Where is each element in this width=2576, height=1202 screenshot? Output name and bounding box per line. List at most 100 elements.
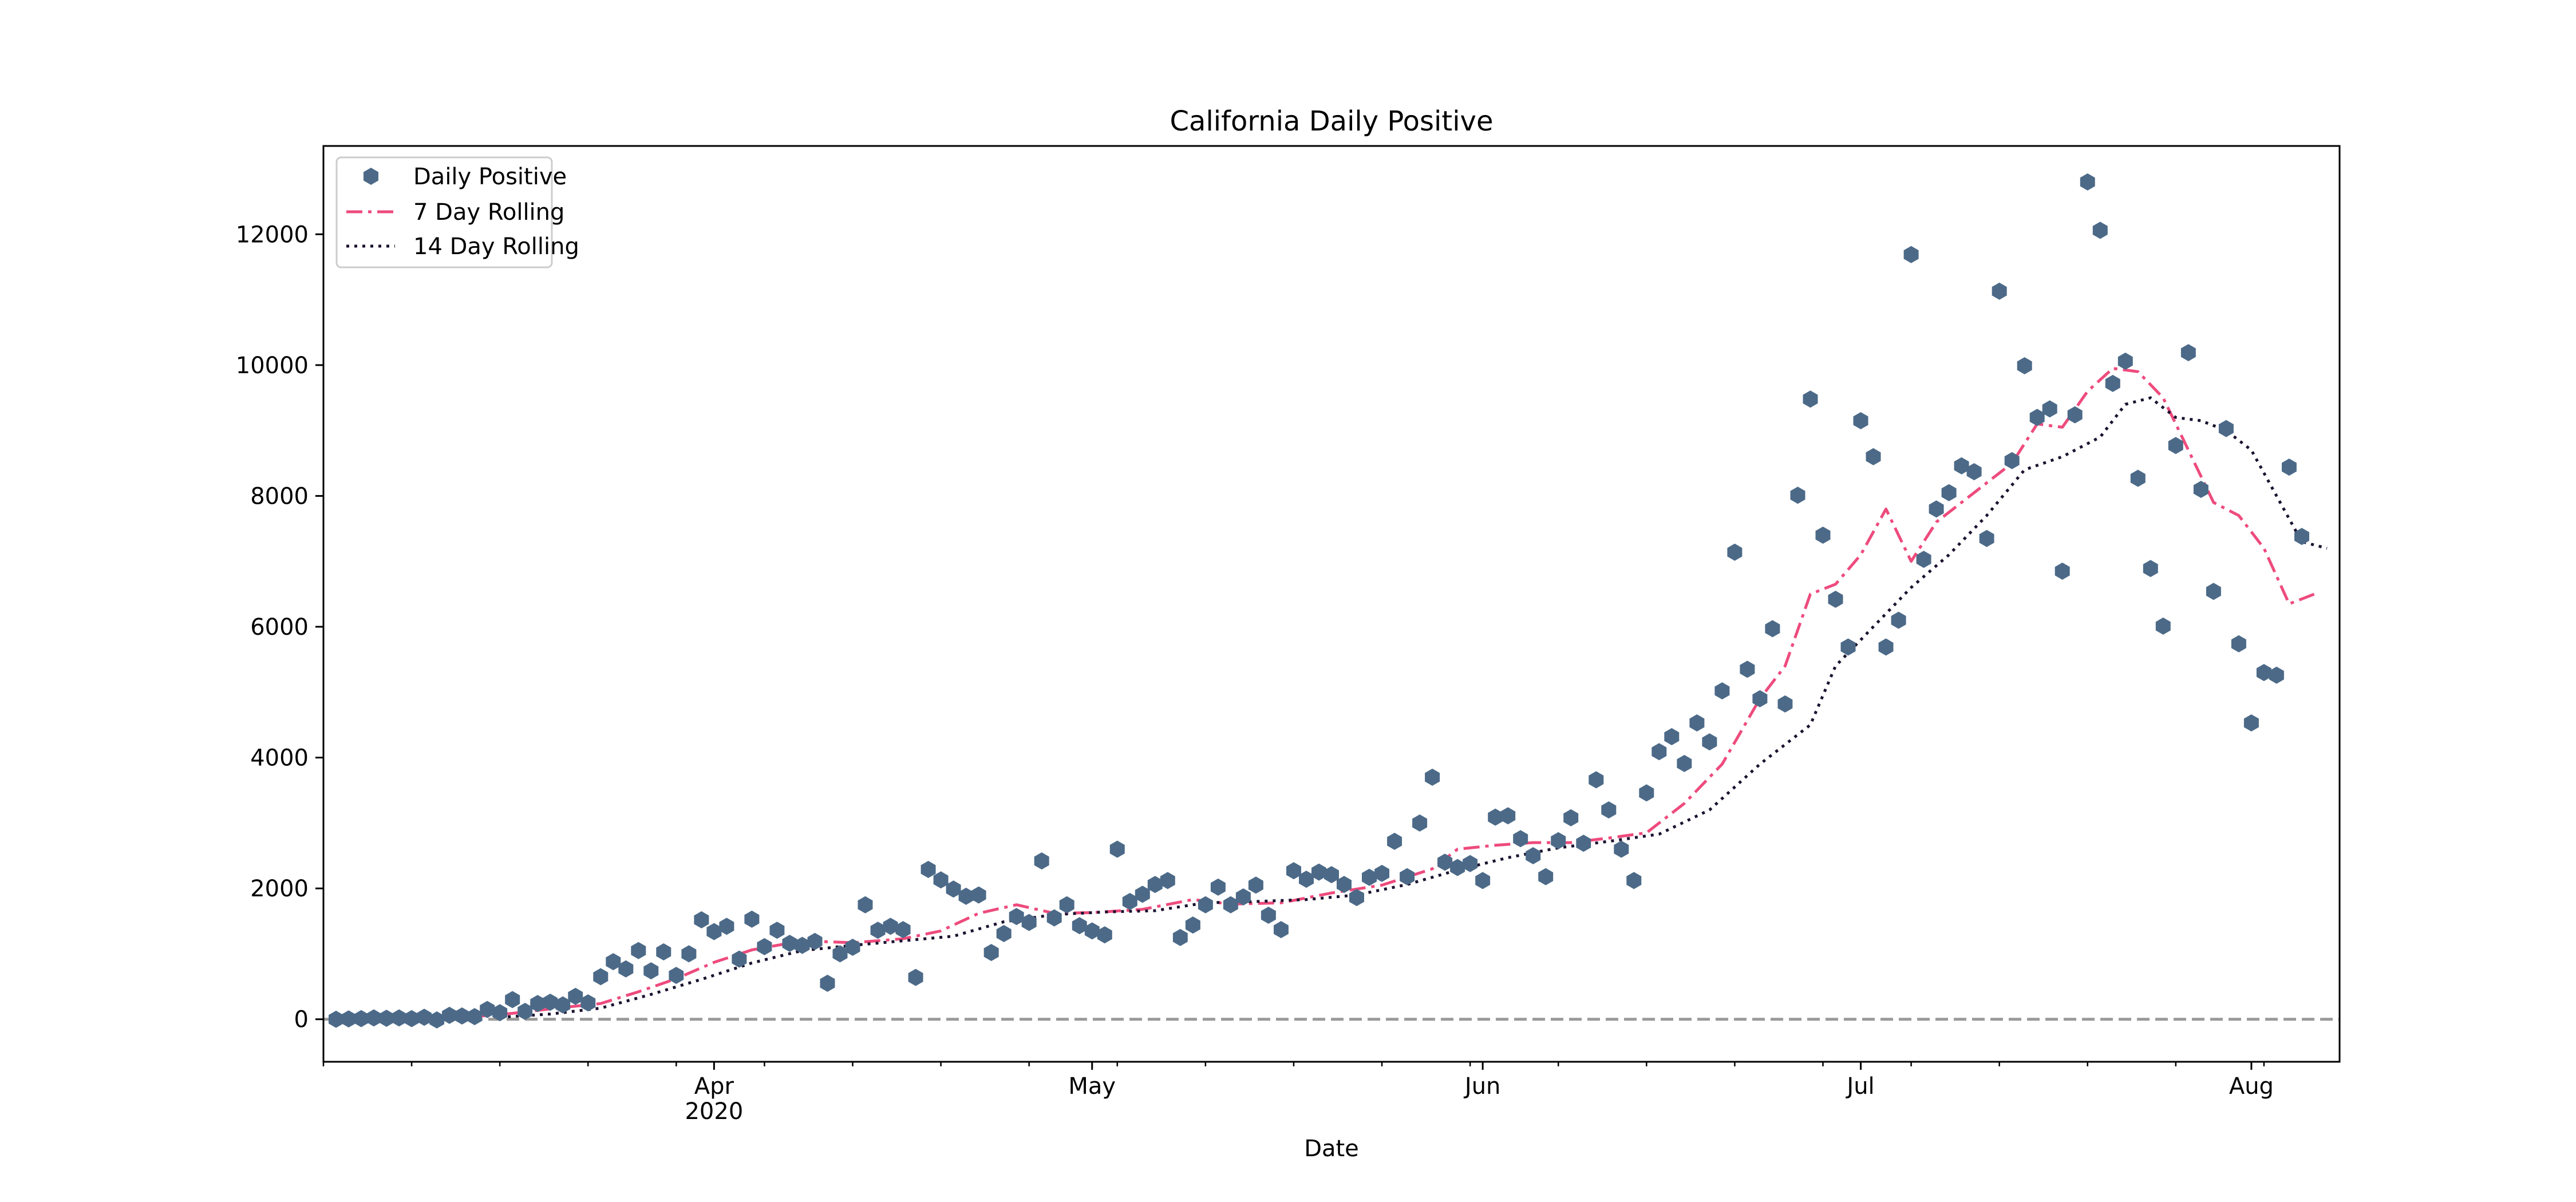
data-point [1866,448,1881,465]
data-point [681,945,697,963]
data-point [920,861,936,878]
data-point [1046,909,1062,927]
data-point [1223,896,1238,914]
data-point [933,871,949,889]
data-point [2017,357,2032,374]
data-point [1803,390,1818,408]
data-point [1235,888,1251,906]
data-point [744,910,760,928]
data-point [480,1001,495,1018]
x-tick-label: Aug [2229,1073,2274,1100]
data-point [706,923,722,940]
data-point [807,932,823,950]
data-point [757,938,772,955]
data-point [1198,896,1213,914]
data-point [467,1008,483,1026]
data-point [983,944,999,962]
data-point [2206,583,2221,600]
x-tick-label: Apr [694,1073,734,1100]
data-point [2117,353,2133,370]
data-point [341,1010,356,1028]
y-tick-label: 10000 [236,353,309,379]
data-point [971,886,986,904]
data-point [404,1010,420,1027]
data-point [1349,889,1364,907]
data-point [379,1010,394,1027]
data-point [631,942,646,959]
data-point [1878,638,1894,656]
data-point [1626,872,1642,889]
data-point [2294,528,2309,545]
data-point [1311,863,1326,881]
data-point [2130,469,2146,487]
data-point [1299,871,1314,888]
data-point [2067,406,2083,424]
data-point [1412,814,1428,832]
data-point [958,887,974,905]
data-point [1059,896,1074,914]
data-point [2055,562,2070,580]
y-tick-label: 6000 [250,614,309,640]
data-point [870,922,886,939]
data-point [1664,728,1680,745]
data-point [1387,832,1402,850]
data-point [1034,852,1049,870]
data-point [2256,664,2271,681]
y-tick-label: 0 [294,1007,309,1033]
data-point [2218,420,2234,437]
data-point [1589,771,1604,789]
data-point [694,911,709,928]
data-point [568,987,583,1005]
y-tick-label: 8000 [250,483,309,509]
data-point [1526,847,1541,864]
data-point [845,939,860,956]
data-point [1324,866,1339,884]
data-point [2180,344,2196,362]
data-point [1752,690,1768,707]
data-point [1954,457,1969,475]
data-point [1815,527,1831,544]
data-point [1614,840,1629,858]
data-point [2243,714,2259,732]
data-point [442,1006,457,1024]
data-point [1400,868,1415,885]
data-point [2092,222,2108,239]
data-point [1551,832,1566,849]
data-point [1740,661,1755,678]
data-point [354,1010,369,1027]
data-point [1488,808,1503,826]
data-point [1122,893,1137,910]
data-point [366,1009,381,1027]
data-point [1160,872,1175,889]
data-point [1261,907,1276,924]
data-point [1639,784,1654,802]
data-point [820,974,835,992]
data-point [1097,926,1112,944]
y-tick-label: 2000 [250,876,309,902]
data-point [1021,914,1037,931]
data-point [530,995,546,1013]
data-point [1337,876,1352,893]
data-point [1084,922,1100,940]
data-point [1563,809,1579,827]
data-point [908,968,923,986]
data-point [392,1009,407,1027]
data-point [782,935,797,952]
data-point [2143,560,2158,578]
data-point [2080,173,2095,191]
data-point [2042,400,2057,418]
data-point [1929,500,1944,518]
data-point [2004,452,2020,469]
data-point [329,1010,343,1028]
series-line-7-day-rolling [412,367,2315,1020]
data-point [643,962,659,980]
data-point [2168,437,2183,454]
data-point [2193,481,2208,498]
data-point [2105,374,2120,392]
data-point [1286,862,1301,880]
data-point [1916,551,1931,568]
data-point [1714,682,1730,699]
data-point [1966,463,1982,481]
